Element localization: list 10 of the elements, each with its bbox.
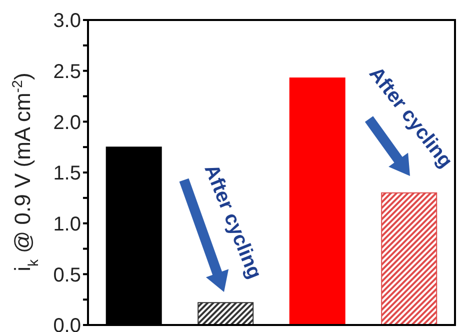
y-tick-label: 3.0 xyxy=(53,10,81,32)
y-tick-label: 0.5 xyxy=(53,264,81,286)
y-tick-label: 2.0 xyxy=(53,112,81,134)
y-tick-label: 2.5 xyxy=(53,60,81,83)
y-tick-label: 1.0 xyxy=(53,213,81,236)
bar xyxy=(198,302,254,325)
bar xyxy=(289,77,346,325)
bar xyxy=(381,192,438,325)
y-tick-label: 0.0 xyxy=(53,315,81,332)
y-tick-label: 1.5 xyxy=(53,162,81,185)
